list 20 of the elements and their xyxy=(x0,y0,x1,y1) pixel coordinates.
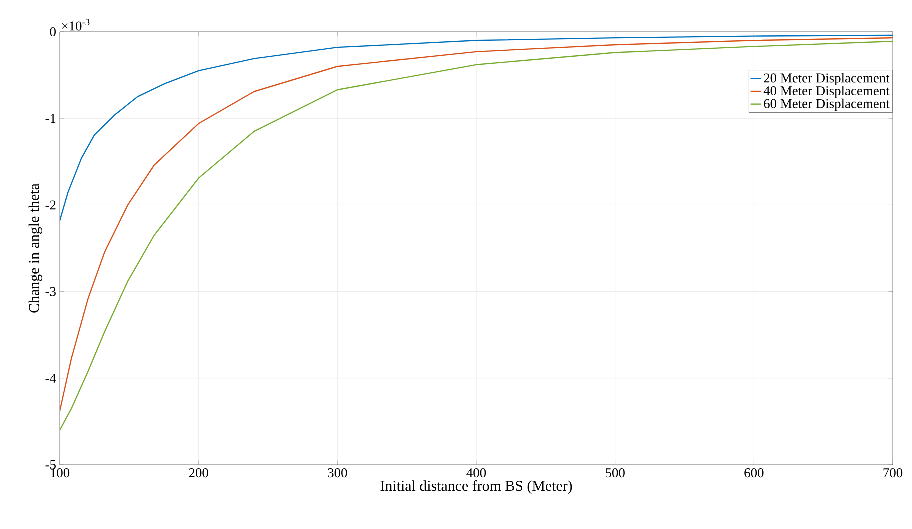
y-tick-label: -3 xyxy=(46,287,56,296)
x-tick-label: 100 xyxy=(51,468,70,478)
text: ×10$^{-3}$ xyxy=(62,19,90,31)
x-tick-label: 600 xyxy=(744,468,764,478)
x-tick-label: 700 xyxy=(884,468,903,478)
y-axis-title: Change in angle theta xyxy=(28,184,42,313)
y-tick-label: -4 xyxy=(46,374,56,383)
legend-label: 20 Meter Displacement xyxy=(764,73,890,86)
line-series xyxy=(60,34,894,222)
x-axis-title: Initial distance from BS (Meter) xyxy=(380,480,572,494)
y-tick-label: -5 xyxy=(46,460,56,470)
x-tick-label: 500 xyxy=(606,468,625,478)
x-tick-label: 200 xyxy=(189,468,208,478)
legend-label: 60 Meter Displacement xyxy=(764,98,890,112)
x-tick-label: 300 xyxy=(328,468,348,478)
legend-label: 40 Meter Displacement xyxy=(764,86,890,98)
x-tick-label: 400 xyxy=(466,468,486,478)
y-tick-label: -2 xyxy=(46,200,56,210)
y-tick-label: -1 xyxy=(46,114,56,124)
y-tick-label: 0 xyxy=(50,27,56,37)
